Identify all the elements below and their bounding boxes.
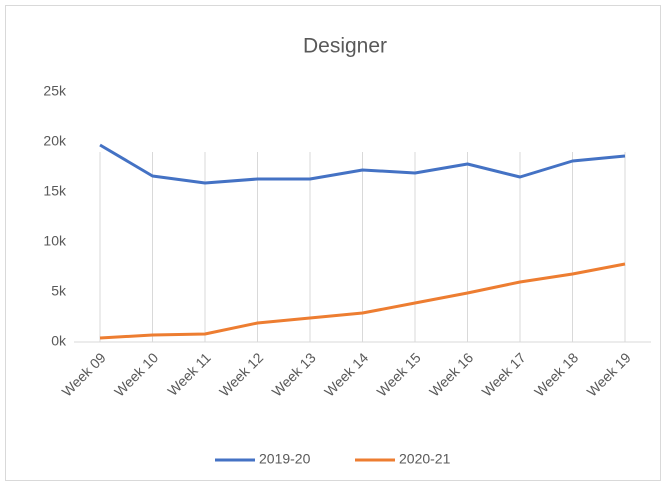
chart-title: Designer (303, 35, 387, 58)
legend-label: 2019-20 (259, 451, 311, 467)
y-tick-label: 25k (43, 83, 67, 99)
y-tick-label: 15k (43, 183, 67, 199)
y-tick-label: 0k (51, 333, 67, 349)
y-tick-label: 20k (43, 133, 67, 149)
series-line (99, 262, 626, 340)
legend-label: 2020-21 (399, 451, 451, 467)
y-tick-label: 10k (43, 233, 67, 249)
y-tick-label: 5k (51, 283, 67, 299)
series-line (99, 143, 626, 185)
chart-frame (5, 5, 661, 481)
